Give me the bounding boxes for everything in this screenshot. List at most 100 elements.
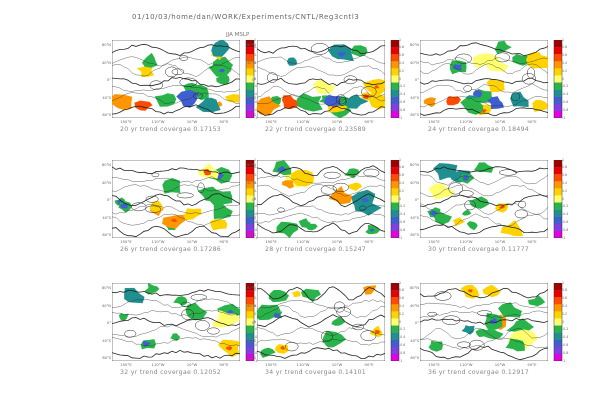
colorbar-swatch bbox=[246, 160, 254, 168]
pressure-contour bbox=[257, 175, 385, 184]
panel-caption: 22 yr trend covergae 0.23589 bbox=[265, 126, 367, 133]
colorbar-tick-label: -0.8 bbox=[399, 350, 406, 355]
closed-contour bbox=[448, 182, 464, 195]
pressure-contour bbox=[420, 224, 548, 235]
closed-contour bbox=[511, 92, 521, 102]
colorbar-swatch bbox=[554, 209, 562, 217]
trend-region-core bbox=[280, 345, 285, 350]
pressure-contour bbox=[420, 345, 548, 361]
colorbar-swatch bbox=[391, 223, 399, 232]
pressure-contour bbox=[420, 77, 548, 85]
colorbar-tick-label: -0.4 bbox=[562, 92, 569, 97]
longitude-tick-label: 110°W bbox=[151, 362, 165, 367]
colorbar-tick-label: -0.8 bbox=[562, 350, 569, 355]
closed-contour bbox=[190, 294, 207, 301]
pressure-contour bbox=[420, 96, 548, 108]
longitude-tick-label: 110°W bbox=[296, 239, 310, 244]
pressure-contour bbox=[257, 193, 385, 208]
latitude-tick-label: 80°S bbox=[102, 113, 111, 117]
latitude-tick-label: 40°N bbox=[409, 303, 419, 308]
longitude-tick-label: 150°E bbox=[265, 239, 277, 244]
colorbar-tick-label: 0.4 bbox=[399, 303, 405, 308]
colorbar-tick-label: 1 bbox=[562, 157, 565, 162]
map-panel: 10.80.60.40.20-0.2-0.4-0.6-0.8-180°N40°N… bbox=[102, 281, 282, 383]
colorbar-tick-label: -0.8 bbox=[562, 227, 569, 232]
longitude-tick-label: 150°E bbox=[265, 119, 277, 124]
trend-region bbox=[195, 97, 221, 113]
colorbar-tick-label: 0.6 bbox=[254, 53, 260, 58]
latitude-labels: 80°N 40°N 0° 40°S 80°S bbox=[408, 160, 419, 238]
longitude-labels: 150°E 110°W 10°W 90°E bbox=[112, 362, 240, 368]
longitude-tick-label: 10°W bbox=[331, 119, 343, 124]
colorbar-swatch bbox=[391, 339, 399, 348]
pressure-contour bbox=[420, 302, 548, 309]
colorbar-tick-label: 0.8 bbox=[562, 45, 568, 50]
colorbar-tick-label: 0.2 bbox=[562, 188, 568, 193]
trend-region bbox=[176, 90, 199, 108]
colorbar-swatch bbox=[391, 47, 399, 55]
colorbar-swatch bbox=[391, 174, 399, 182]
colorbar-tick-label: 0.2 bbox=[562, 68, 568, 73]
colorbar-tick-label: -0.2 bbox=[399, 204, 406, 209]
closed-contour bbox=[464, 200, 476, 211]
colorbar-swatch bbox=[554, 223, 562, 232]
colorbar-swatch bbox=[246, 230, 254, 238]
closed-contour bbox=[181, 301, 191, 308]
colorbar-swatch bbox=[554, 110, 562, 118]
closed-contour bbox=[434, 291, 452, 301]
colorbar-tick-label: -1 bbox=[254, 358, 258, 363]
trend-region bbox=[210, 219, 228, 231]
longitude-tick-label: 110°W bbox=[151, 119, 165, 124]
colorbar-swatch bbox=[246, 110, 254, 118]
map-field bbox=[257, 160, 385, 238]
colorbar-swatch bbox=[246, 209, 254, 217]
trend-region-core bbox=[468, 289, 473, 293]
closed-contour bbox=[179, 55, 189, 61]
colorbar-tick-label: -1 bbox=[562, 358, 566, 363]
colorbar-swatch bbox=[554, 216, 562, 225]
colorbar-swatch bbox=[391, 40, 399, 48]
longitude-tick-label: 150°E bbox=[120, 362, 132, 367]
colorbar-tick-label: 0.4 bbox=[562, 303, 568, 308]
colorbar-swatch bbox=[391, 103, 399, 112]
pressure-contour bbox=[420, 203, 548, 215]
colorbar-swatch bbox=[391, 332, 399, 340]
colorbar-swatch bbox=[554, 167, 562, 175]
colorbar-swatch bbox=[391, 209, 399, 217]
trend-region bbox=[134, 100, 153, 111]
colorbar-tick-label: 0.6 bbox=[254, 296, 260, 301]
colorbar-tick-label: -1 bbox=[562, 235, 566, 240]
colorbar-swatch bbox=[391, 216, 399, 225]
closed-contour bbox=[477, 310, 493, 316]
colorbar-tick-label: 0.8 bbox=[399, 165, 405, 170]
colorbar-tick-label: 0 bbox=[399, 76, 402, 81]
closed-contour bbox=[343, 75, 358, 85]
colorbar-tick-label: 1 bbox=[399, 37, 402, 42]
colorbar-labels: 1 0.8 0.6 0.4 0.2 0 -0.2 -0.4 -0.6 -0.8 -1 bbox=[399, 37, 421, 119]
trend-region bbox=[208, 61, 233, 77]
closed-contour bbox=[455, 53, 472, 64]
pressure-contour bbox=[420, 57, 548, 66]
colorbar bbox=[553, 160, 563, 238]
trend-region bbox=[181, 208, 202, 221]
latitude-tick-label: 40°S bbox=[410, 215, 419, 220]
colorbar-tick-label: 0.8 bbox=[399, 288, 405, 293]
longitude-tick-label: 90°E bbox=[219, 119, 229, 124]
colorbar-tick-label: 0.8 bbox=[562, 288, 568, 293]
colorbar bbox=[245, 160, 255, 238]
longitude-labels: 150°E 110°W 10°W 90°E bbox=[420, 362, 548, 368]
colorbar-swatch bbox=[246, 103, 254, 112]
colorbar-tick-label: -0.8 bbox=[399, 107, 406, 112]
panel-caption: 30 yr trend covergae 0.11777 bbox=[428, 246, 530, 253]
colorbar-swatch bbox=[554, 318, 562, 326]
trend-region bbox=[144, 283, 160, 295]
colorbar-tick-label: -1 bbox=[254, 235, 258, 240]
latitude-labels: 80°N 40°N 0° 40°S 80°S bbox=[100, 160, 111, 238]
colorbar-tick-label: -0.4 bbox=[399, 335, 406, 340]
colorbar-tick-label: 0.2 bbox=[254, 68, 260, 73]
colorbar-swatch bbox=[246, 346, 254, 355]
colorbar-tick-label: 0 bbox=[399, 196, 402, 201]
panel-caption: 24 yr trend covergae 0.18494 bbox=[428, 126, 530, 133]
colorbar-swatch bbox=[554, 82, 562, 90]
